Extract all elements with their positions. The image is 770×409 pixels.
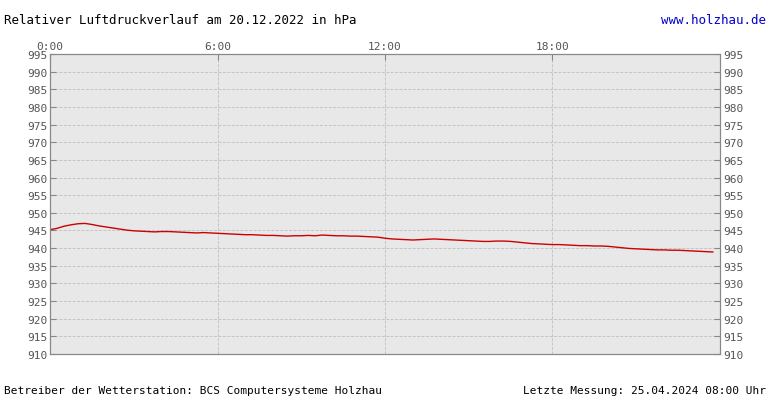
- Text: www.holzhau.de: www.holzhau.de: [661, 14, 766, 27]
- Text: Betreiber der Wetterstation: BCS Computersysteme Holzhau: Betreiber der Wetterstation: BCS Compute…: [4, 385, 382, 395]
- Text: Relativer Luftdruckverlauf am 20.12.2022 in hPa: Relativer Luftdruckverlauf am 20.12.2022…: [4, 14, 357, 27]
- Text: Letzte Messung: 25.04.2024 08:00 Uhr: Letzte Messung: 25.04.2024 08:00 Uhr: [523, 385, 766, 395]
